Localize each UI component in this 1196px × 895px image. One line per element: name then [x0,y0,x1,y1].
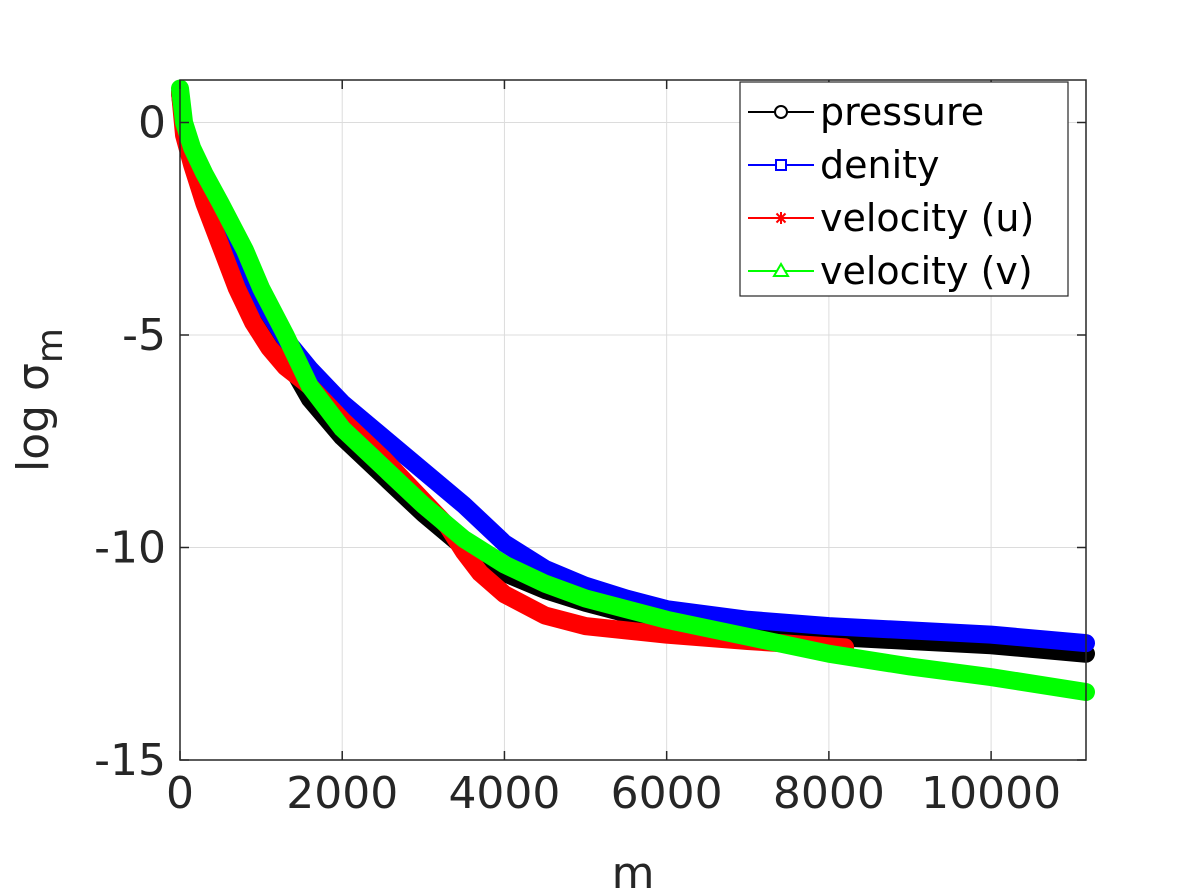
x-tick-label-3: 6000 [611,768,723,819]
legend-item-1: denity [748,143,940,187]
x-axis-title: m [612,848,655,895]
legend-label-0: pressure [820,90,984,134]
y-axis-title: log σm [8,328,71,472]
y-axis-title-main: log σ [8,363,59,472]
legend-item-3: velocity (v) [748,249,1033,293]
y-tick-label-1: -10 [94,523,166,574]
series-line-velocity-v- [171,79,1095,701]
plot-frame [179,79,1087,761]
y-tick-label-0: -15 [94,735,166,786]
legend-marker-square [775,159,787,171]
x-tick-label-1: 2000 [286,768,398,819]
y-tick-label-3: 0 [138,98,166,149]
legend-box [739,81,1069,297]
y-tick-label-2: -5 [122,310,166,361]
legend-label-1: denity [820,143,940,187]
x-tick-label-0: 0 [166,768,194,819]
asterisk-stroke-d2 [775,212,787,224]
tick-labels: 0 2000 4000 6000 8000 10000 -15 -10 -5 0 [94,98,1061,820]
legend-marker-triangle [772,262,790,277]
x-tick-label-5: 10000 [921,768,1061,819]
legend-items: pressure denity velocity (u) velocity (v) [748,90,1034,293]
legend-item-0: pressure [748,90,984,134]
series-lines [171,79,1095,701]
legend-item-2: velocity (u) [748,196,1034,240]
legend-label-3: velocity (v) [820,249,1033,293]
legend-label-2: velocity (u) [820,196,1034,240]
legend-marker-asterisk [775,212,787,224]
x-tick-label-4: 8000 [773,768,885,819]
y-axis-title-subscript: m [30,328,71,363]
legend: pressure denity velocity (u) velocity (v) [739,81,1069,297]
x-tick-label-2: 4000 [448,768,560,819]
legend-marker-circle [774,105,788,119]
